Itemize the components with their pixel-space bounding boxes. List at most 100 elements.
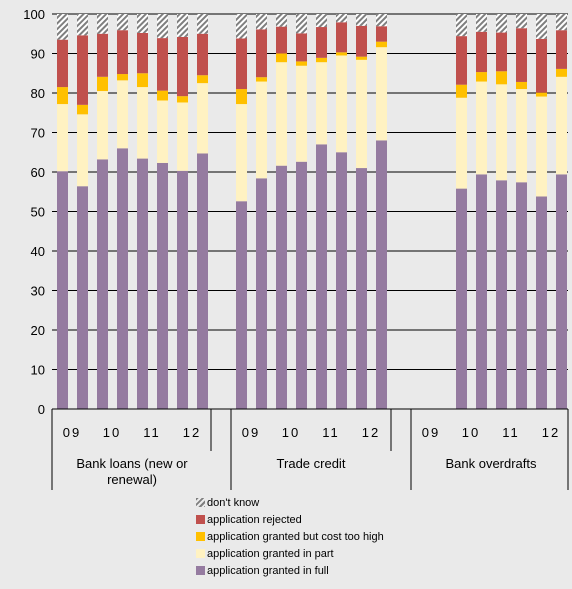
bar-segment bbox=[476, 174, 487, 409]
legend-swatch bbox=[196, 515, 205, 524]
bar-segment bbox=[336, 22, 347, 53]
bar-segment bbox=[296, 33, 307, 62]
y-tick-label: 70 bbox=[31, 126, 45, 141]
x-group-label: Trade credit bbox=[277, 456, 346, 471]
x-year-label: 10 bbox=[103, 425, 121, 440]
bar-segment bbox=[476, 72, 487, 82]
bar-segment bbox=[157, 14, 168, 39]
bar-segment bbox=[496, 32, 507, 72]
bar-segment bbox=[276, 26, 287, 54]
legend: don't know application rejected applicatio… bbox=[196, 494, 384, 579]
legend-item: application granted in full bbox=[196, 562, 384, 579]
bar-segment bbox=[536, 92, 547, 97]
bar-segment bbox=[236, 104, 247, 202]
bar-segment bbox=[476, 81, 487, 175]
bar-segment bbox=[197, 75, 208, 84]
y-tick-label: 80 bbox=[31, 86, 45, 101]
bar-segment bbox=[516, 81, 527, 90]
bar-segment bbox=[316, 57, 327, 63]
bar-segment bbox=[137, 87, 148, 159]
legend-item: don't know bbox=[196, 494, 384, 511]
bar-segment bbox=[256, 77, 267, 82]
bar-segment bbox=[137, 158, 148, 409]
bar-segment bbox=[256, 29, 267, 78]
y-tick-label: 100 bbox=[23, 7, 45, 22]
bar-segment bbox=[536, 14, 547, 39]
legend-swatch bbox=[196, 566, 205, 575]
bar-segment bbox=[236, 201, 247, 409]
bar-segment bbox=[376, 26, 387, 42]
bar-segment bbox=[137, 73, 148, 88]
bar-segment bbox=[177, 14, 188, 37]
bar-segment bbox=[157, 38, 168, 91]
bar-segment bbox=[456, 36, 467, 85]
bar-segment bbox=[316, 14, 327, 28]
bar-segment bbox=[376, 47, 387, 141]
bar-segment bbox=[177, 170, 188, 409]
y-tick-label: 60 bbox=[31, 165, 45, 180]
legend-label: application granted but cost too high bbox=[207, 530, 384, 543]
x-year-label: 11 bbox=[143, 425, 161, 440]
x-year-label: 09 bbox=[242, 425, 260, 440]
bar-segment bbox=[536, 196, 547, 409]
bar-segment bbox=[157, 162, 168, 409]
bar-segment bbox=[556, 174, 567, 409]
bar-segment bbox=[77, 114, 88, 187]
bar-segment bbox=[556, 68, 567, 77]
bar-segment bbox=[57, 14, 68, 40]
bar-segment bbox=[556, 76, 567, 175]
gridlines bbox=[52, 13, 568, 410]
bar-segment bbox=[356, 25, 367, 57]
bar-segment bbox=[117, 148, 128, 410]
bar-segment bbox=[476, 14, 487, 32]
bar-segment bbox=[556, 14, 567, 31]
bars bbox=[57, 14, 567, 410]
bar-segment bbox=[356, 14, 367, 26]
bar-segment bbox=[236, 89, 247, 105]
bar-segment bbox=[57, 39, 68, 88]
x-year-label: 10 bbox=[282, 425, 300, 440]
bar-segment bbox=[97, 76, 108, 92]
axes: 0 10 20 30 40 50 60 70 80 90 100 09 10 11 12 Bank loans… bbox=[23, 7, 569, 490]
x-group-label: Bank overdrafts bbox=[445, 456, 537, 471]
legend-item: application granted but cost too high bbox=[196, 528, 384, 545]
bar-segment bbox=[316, 144, 327, 409]
bar-segment bbox=[77, 104, 88, 115]
bar-segment bbox=[496, 84, 507, 181]
bar-segment bbox=[137, 32, 148, 74]
bar-segment bbox=[476, 31, 487, 73]
bar-segment bbox=[496, 14, 507, 33]
bar-segment bbox=[236, 38, 247, 90]
bar-segment bbox=[97, 33, 108, 77]
x-group-label: renewal) bbox=[107, 472, 157, 487]
legend-swatch bbox=[196, 549, 205, 558]
legend-label: don't know bbox=[207, 496, 260, 509]
legend-swatch bbox=[196, 532, 205, 541]
bar-segment bbox=[97, 91, 108, 160]
legend-item: application rejected bbox=[196, 511, 384, 528]
legend-swatch bbox=[196, 498, 205, 507]
x-year-label: 12 bbox=[542, 425, 560, 440]
bar-segment bbox=[336, 55, 347, 153]
bar-segment bbox=[516, 14, 527, 29]
bar-segment bbox=[296, 161, 307, 409]
bar-segment bbox=[316, 62, 327, 145]
x-year-label: 12 bbox=[362, 425, 380, 440]
legend-item: application granted in part bbox=[196, 545, 384, 562]
bar-segment bbox=[256, 14, 267, 30]
x-year-label: 11 bbox=[502, 425, 520, 440]
x-year-label: 10 bbox=[462, 425, 480, 440]
bar-segment bbox=[336, 14, 347, 23]
x-year-label: 09 bbox=[422, 425, 440, 440]
bar-segment bbox=[376, 140, 387, 409]
bar-segment bbox=[256, 81, 267, 179]
x-year-label: 12 bbox=[183, 425, 201, 440]
bar-segment bbox=[157, 100, 168, 163]
bar-segment bbox=[276, 165, 287, 409]
y-tick-label: 50 bbox=[31, 205, 45, 220]
bar-segment bbox=[276, 62, 287, 166]
legend-label: application granted in full bbox=[207, 564, 329, 577]
bar-segment bbox=[376, 14, 387, 27]
